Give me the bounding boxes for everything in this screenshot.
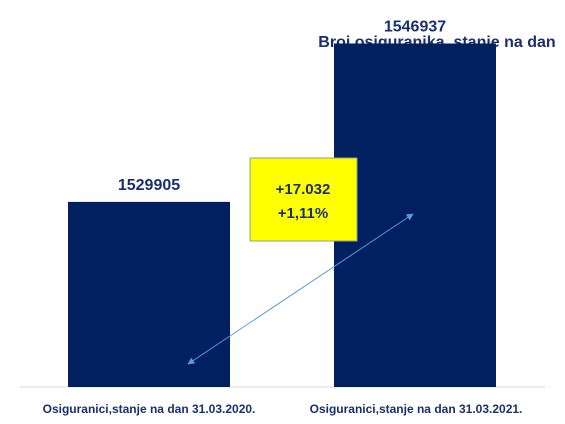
growth-arrow [187,213,414,365]
category-label-2021: Osiguranici,stanje na dan 31.03.2021. [310,402,523,416]
change-annotation-background [249,157,358,242]
value-label-2: 1546937 [384,18,446,35]
value-label-1: 1529905 [118,177,180,194]
change-annotation-box: +17.032 +1,11% [249,157,358,242]
change-percent-label: +1,11% [278,205,328,222]
bar-1 [68,201,230,387]
value-labels-group: 1529905 1546937 [118,18,446,193]
bar-2 [334,43,496,387]
category-label-2020: Osiguranici,stanje na dan 31.03.2020. [43,402,256,416]
change-absolute-label: +17.032 [276,181,331,198]
